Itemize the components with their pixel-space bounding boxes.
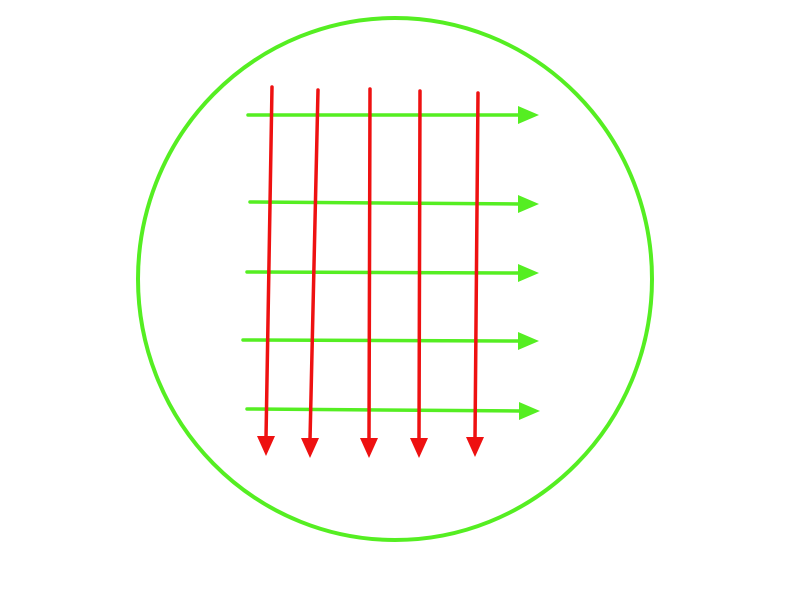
right-arrowhead — [519, 402, 540, 420]
right-arrow-4 — [241, 332, 539, 350]
down-arrowhead — [360, 438, 378, 458]
down-arrow-5 — [466, 91, 484, 457]
right-arrow-3 — [245, 264, 539, 282]
right-arrow-2 — [248, 195, 539, 213]
down-arrowhead — [410, 438, 428, 458]
right-arrowhead — [518, 195, 539, 213]
down-arrow-3 — [360, 87, 378, 458]
right-arrowhead — [518, 106, 539, 124]
right-arrow-1 — [246, 106, 539, 124]
right-arrow-shaft — [245, 270, 522, 275]
down-arrow-shaft — [473, 91, 480, 441]
down-arrow-shaft — [367, 87, 372, 442]
vertical-arrows-group — [257, 85, 484, 458]
right-arrowhead — [518, 332, 539, 350]
down-arrowhead — [301, 438, 319, 458]
right-arrow-shaft — [241, 338, 522, 343]
down-arrow-1 — [257, 85, 275, 456]
down-arrow-4 — [410, 89, 428, 458]
down-arrowhead — [466, 437, 484, 457]
right-arrow-shaft — [248, 200, 522, 206]
down-arrow-shaft — [264, 85, 274, 440]
right-arrow-shaft — [245, 407, 523, 413]
down-arrow-shaft — [417, 89, 422, 442]
down-arrowhead — [257, 436, 275, 456]
outer-circle — [136, 16, 654, 542]
down-arrow-shaft — [308, 88, 320, 442]
down-arrow-2 — [301, 88, 320, 458]
right-arrowhead — [518, 264, 539, 282]
